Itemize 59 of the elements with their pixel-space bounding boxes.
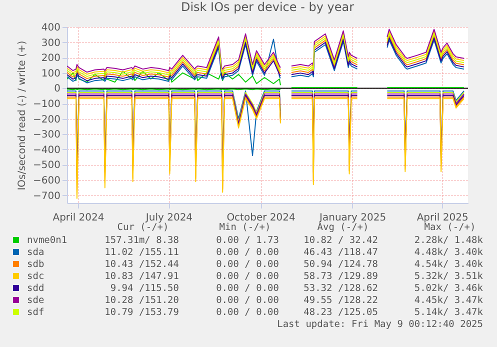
y-tick-label: −200 — [33, 114, 60, 126]
text: 11.02 /155.11 — [104, 247, 180, 258]
x-tick-label: October 2024 — [226, 212, 296, 224]
legend-label: sdb — [27, 259, 44, 270]
text: Avg (-/+) — [317, 222, 369, 233]
text: 10.82 / 32.42 — [304, 235, 378, 246]
text: Cur (-/+) — [117, 222, 169, 233]
text: 10.28 /151.20 — [104, 295, 180, 306]
text: 0.00 / 0.00 — [216, 283, 280, 294]
text: Max (-/+) — [424, 222, 476, 233]
x-tick-label: January 2025 — [318, 212, 386, 224]
legend-label: sdd — [27, 283, 44, 294]
text: 49.55 /128.22 — [304, 295, 378, 306]
legend-label: sdf — [27, 307, 44, 318]
x-tick-label: April 2025 — [416, 212, 468, 224]
text: 0.00 / 0.00 — [216, 271, 280, 282]
text: 2.28k/ 1.48k — [414, 235, 484, 246]
text: 10.43 /152.44 — [104, 259, 180, 270]
y-tick-label: −300 — [33, 130, 60, 141]
legend-label: nvme0n1 — [27, 235, 68, 246]
text: 0.00 / 0.00 — [216, 307, 280, 318]
x-tick-label: April 2024 — [52, 212, 104, 224]
chart-title: Disk IOs per device - by year — [180, 0, 354, 14]
text: 10.83 /147.91 — [104, 271, 180, 282]
text: 5.02k/ 3.46k — [414, 283, 484, 294]
y-tick-label: 0 — [54, 84, 60, 95]
text: 53.32 /128.62 — [304, 283, 378, 294]
y-tick-label: −700 — [33, 190, 60, 202]
text: Last update: Fri May 9 00:12:40 2025 — [277, 319, 483, 330]
text: 157.31m/ 8.38 — [104, 235, 180, 246]
text: 4.54k/ 3.40k — [414, 259, 484, 270]
text: 0.00 / 0.00 — [216, 295, 280, 306]
y-tick-label: −100 — [33, 99, 60, 110]
x-tick-label: July 2024 — [144, 212, 193, 224]
text: 9.94 /115.50 — [110, 283, 180, 294]
text: 0.00 / 1.73 — [216, 235, 279, 246]
y-tick-label: −400 — [33, 144, 60, 156]
text: 4.45k/ 3.47k — [414, 295, 484, 306]
text: 0.00 / 0.00 — [216, 247, 280, 258]
text: 5.32k/ 3.51k — [414, 271, 484, 282]
text: 46.43 /118.47 — [304, 247, 378, 258]
legend-label: sde — [27, 295, 44, 306]
y-axis-title: IOs/second read (-) / write (+) — [17, 40, 28, 190]
legend-label: sdc — [27, 271, 44, 282]
y-tick-label: 400 — [41, 22, 60, 34]
text: 48.23 /125.05 — [304, 307, 378, 318]
y-tick-label: 300 — [41, 38, 60, 49]
y-tick-label: 100 — [41, 68, 60, 80]
text: 10.79 /153.79 — [104, 307, 180, 318]
y-tick-label: −600 — [33, 176, 60, 187]
text: 5.14k/ 3.47k — [414, 307, 484, 318]
text: 58.73 /129.89 — [304, 271, 378, 282]
text: 50.94 /124.78 — [304, 259, 378, 270]
legend-label: sda — [27, 247, 44, 258]
text: 4.48k/ 3.40k — [414, 247, 484, 258]
y-tick-label: −500 — [33, 160, 60, 172]
text: Min (-/+) — [219, 222, 271, 233]
text: 0.00 / 0.00 — [216, 259, 280, 270]
y-tick-label: 200 — [41, 53, 60, 64]
